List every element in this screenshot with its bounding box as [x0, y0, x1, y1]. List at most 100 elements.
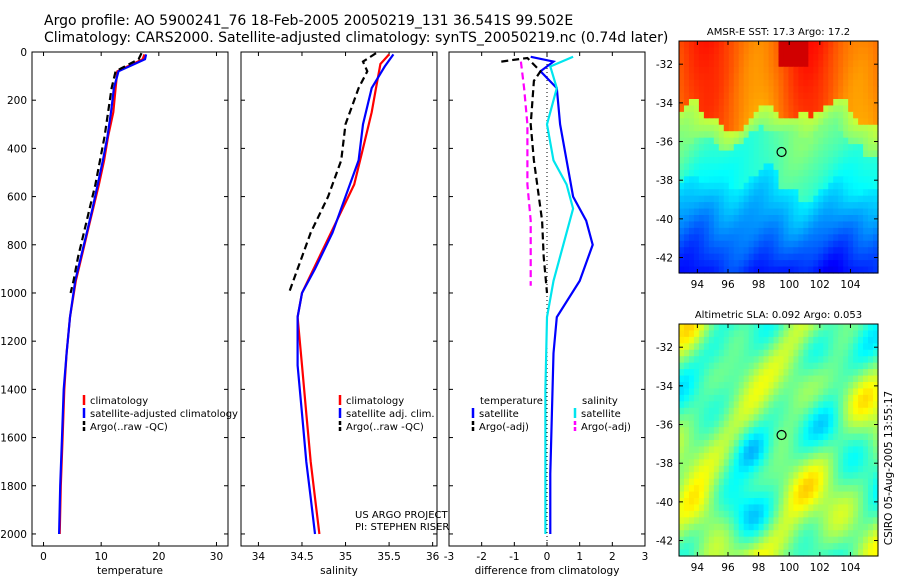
map-cell: [828, 221, 834, 229]
map-cell: [773, 407, 780, 415]
map-cell: [763, 144, 770, 152]
argo-location-marker: [776, 146, 787, 158]
map-cell: [833, 324, 839, 332]
map-cell: [798, 202, 804, 210]
map-cell: [698, 137, 705, 145]
map-cell: [708, 208, 715, 216]
plot-frame: [240, 51, 438, 547]
map-cell: [713, 227, 720, 235]
map-cell: [788, 401, 795, 409]
map-cell: [713, 459, 720, 467]
map-cell: [778, 86, 785, 94]
map-cell: [838, 208, 844, 216]
map-cell: [703, 111, 710, 119]
map-x-tick-label: 98: [752, 562, 765, 574]
map-cell: [798, 227, 804, 235]
map-cell: [743, 215, 750, 223]
map-cell: [783, 530, 790, 538]
map-cell: [808, 105, 814, 113]
map-cell: [823, 465, 829, 473]
map-cell: [833, 169, 839, 177]
map-cell: [693, 459, 700, 467]
map-cell: [808, 369, 814, 377]
map-cell: [858, 394, 864, 402]
map-cell: [733, 66, 740, 74]
map-cell: [698, 362, 705, 370]
map-x-tick-label: 94: [691, 279, 705, 291]
map-cell: [713, 86, 720, 94]
map-cell: [693, 510, 700, 518]
map-cell: [803, 394, 809, 402]
map-cell: [798, 478, 804, 486]
map-cell: [753, 92, 760, 100]
map-cell: [838, 247, 844, 255]
map-cell: [853, 131, 859, 139]
map-cell: [758, 47, 765, 55]
map-cell: [713, 440, 720, 448]
map-cell: [753, 60, 760, 68]
map-cell: [858, 504, 864, 512]
map-cell: [708, 549, 715, 557]
map-cell: [808, 86, 814, 94]
map-cell: [703, 336, 710, 344]
map-cell: [713, 92, 720, 100]
map-cell: [833, 510, 839, 518]
map-cell: [858, 111, 864, 119]
map-cell: [758, 324, 765, 332]
map-cell: [688, 189, 695, 197]
map-cell: [818, 105, 824, 113]
x-tick-label: 10: [94, 551, 107, 563]
map-cell: [683, 459, 690, 467]
map-cell: [828, 530, 834, 538]
map-cell: [873, 465, 879, 473]
map-cell: [853, 86, 859, 94]
map-cell: [793, 517, 799, 525]
map-cell: [768, 530, 775, 538]
map-cell: [708, 382, 715, 390]
map-cell: [853, 459, 859, 467]
map-cell: [848, 530, 854, 538]
map-cell: [698, 478, 705, 486]
map-cell: [728, 60, 735, 68]
map-cell: [858, 452, 864, 460]
map-cell: [848, 459, 854, 467]
map-cell: [813, 163, 819, 171]
map-cell: [838, 504, 844, 512]
map-cell: [778, 131, 785, 139]
map-cell: [743, 47, 750, 55]
map-cell: [683, 375, 690, 383]
map-cell: [793, 472, 799, 480]
map-cell: [718, 362, 725, 370]
map-cell: [778, 433, 785, 441]
map-cell: [823, 336, 829, 344]
map-cell: [868, 176, 874, 184]
map-cell: [813, 394, 819, 402]
map-cell: [679, 401, 685, 409]
map-cell: [843, 66, 849, 74]
map-cell: [778, 195, 785, 203]
map-cell: [753, 543, 760, 551]
map-cell: [743, 253, 750, 261]
map-cell: [708, 60, 715, 68]
map-cell: [728, 227, 735, 235]
map-cell: [758, 459, 765, 467]
map-cell: [823, 375, 829, 383]
map-cell: [808, 53, 814, 61]
map-cell: [758, 369, 765, 377]
map-cell: [843, 504, 849, 512]
map-cell: [858, 330, 864, 338]
map-cell: [693, 247, 700, 255]
map-cell: [838, 86, 844, 94]
map-cell: [743, 111, 750, 119]
map-cell: [708, 266, 715, 274]
map-cell: [808, 440, 814, 448]
map-cell: [679, 124, 685, 132]
map-cell: [808, 343, 814, 351]
map-cell: [853, 362, 859, 370]
map-cell: [863, 195, 869, 203]
map-cell: [828, 73, 834, 81]
map-cell: [808, 234, 814, 242]
map-cell: [803, 182, 809, 190]
map-cell: [863, 253, 869, 261]
map-cell: [703, 53, 710, 61]
